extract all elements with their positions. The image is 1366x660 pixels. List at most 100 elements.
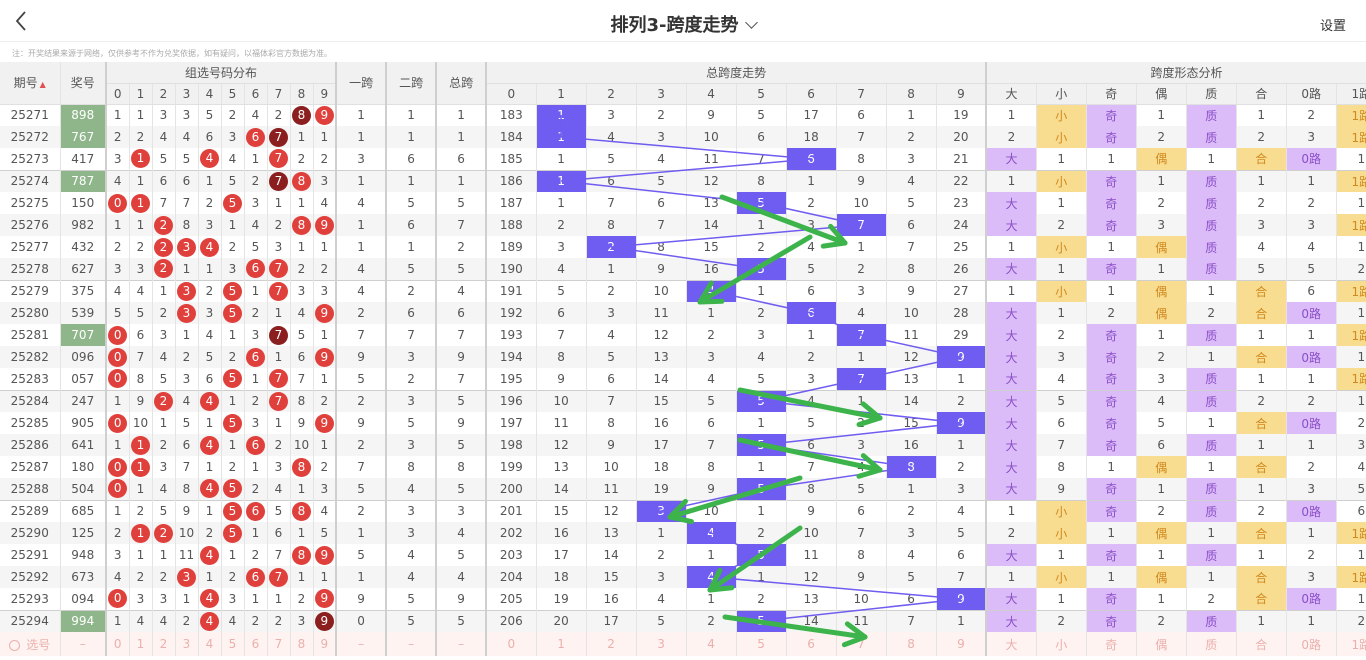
title-dropdown[interactable]: 排列3-跨度走势 [611,15,758,36]
pick-trend-digit[interactable]: 3 [636,632,687,656]
form-cell: 1 [1236,169,1287,192]
pick-label-cell[interactable]: 选号 [0,632,61,656]
pick-form[interactable]: 奇 [1086,632,1137,656]
dist-cell: 1 [129,214,153,236]
span-cell: 7 [436,368,488,390]
pick-trend-digit[interactable]: 6 [786,632,837,656]
table-row[interactable]: 25271 898 1 1 3 3 5 2 4 2 8 9 1 1 1 183 1 3 2 9 5 17 6 1 19 1 小奇 1 质… [0,104,1366,126]
pick-trend-digit[interactable]: 4 [686,632,737,656]
pick-dist-digit[interactable]: 5 [221,632,245,656]
table-row[interactable]: 25293 094 0 3 3 1 4 3 1 1 2 9 9 5 9 205 19 16 4 1 2 13 10 6 9 大 1 奇… [0,588,1366,610]
trend-cell: 20 [936,126,988,148]
span1-cell: 4 [336,192,388,214]
table-row[interactable]: 25275 150 0 1 7 7 2 5 3 1 1 4 4 5 5 187 1 7 6 13 5 2 10 5 23 大 1 奇 2… [0,192,1366,214]
pick-form[interactable]: 质 [1186,632,1237,656]
dist-cell: 3 [244,192,268,214]
table-row[interactable]: 25294 994 1 4 4 2 4 4 2 2 3 9 0 5 5 206 20 17 5 2 5 14 11 7 1 大 2 奇… [0,609,1366,632]
pick-dist-digit[interactable]: 9 [313,632,338,656]
table-row[interactable]: 25286 641 1 1 2 6 4 1 6 2 10 1 2 3 5 198 12 9 17 7 5 6 3 16 1 大 7 奇… [0,434,1366,456]
form-cell: 偶 [1136,148,1187,170]
trend-table-container[interactable]: 期号 ▲ 奖号 组选号码分布 一跨 二跨 总跨 总跨度走势 跨度形态分析 0 1 2 3 4 5 6 7 8 9 0 1… [0,62,1366,660]
table-row[interactable]: 25288 504 0 1 4 8 4 5 2 4 1 3 5 4 5 200 14 11 19 9 5 8 5 1 3 大 9 奇 1… [0,478,1366,500]
span-cell: 1 [436,126,488,148]
table-row[interactable]: 25281 707 0 6 3 1 4 1 3 7 5 1 7 7 7 193 7 4 12 2 3 1 7 11 29 大 2 奇 1… [0,324,1366,346]
dist-cell: 1 [175,324,199,346]
pick-dist-digit[interactable]: 4 [198,632,222,656]
table-row[interactable]: 25280 539 5 5 2 3 3 5 2 1 4 9 2 6 6 192 6 3 11 1 2 6 4 10 28 大 1 2 偶… [0,302,1366,324]
span2-cell: 2 [386,279,438,302]
dist-digit-header: 7 [267,83,291,105]
pick-trend-digit[interactable]: 2 [586,632,637,656]
chevron-down-icon [744,16,758,29]
form-cell: 6 [1336,499,1366,522]
pick-form[interactable]: 偶 [1136,632,1187,656]
pick-dist-digit[interactable]: 8 [290,632,314,656]
dist-cell: 3 [267,236,291,258]
form-cell: 奇 [1086,609,1137,632]
dist-cell: 1 [221,214,245,236]
pick-trend-digit[interactable]: 1 [536,632,587,656]
settings-button[interactable]: 设置 [1319,19,1346,34]
dist-cell: 5 [175,148,199,170]
header-span: 总跨 [436,62,488,105]
table-row[interactable]: 25277 432 2 2 2 3 4 2 5 3 1 1 1 1 2 189 3 2 8 15 2 4 1 7 25 1 小 1 偶质… [0,236,1366,258]
header-issue[interactable]: 期号 ▲ [0,62,61,105]
trend-cell: 5 [536,279,587,302]
trend-cell: 1 [736,279,787,302]
table-row[interactable]: 25290 125 2 1 2 10 2 5 1 6 1 5 1 3 4 202 16 13 1 4 2 10 7 3 5 2 小 1… [0,522,1366,544]
table-row[interactable]: 25273 417 3 1 5 5 4 4 1 7 2 2 3 6 6 185 1 5 4 11 7 6 8 3 21 大 1 1 偶 1… [0,148,1366,170]
table-row[interactable]: 25283 057 0 8 5 3 6 5 1 7 7 1 5 2 7 195 9 6 14 4 5 3 7 13 1 大 4 奇 3 质… [0,368,1366,390]
table-row[interactable]: 25276 982 1 1 2 8 3 1 4 2 8 9 1 6 7 188 2 8 7 14 1 3 7 6 24 大 2 奇 3 质… [0,214,1366,236]
pick-dist-digit[interactable]: 1 [129,632,153,656]
dist-cell: 3 [221,258,245,280]
pick-dist-digit[interactable]: 7 [267,632,291,656]
pick-form[interactable]: 合 [1236,632,1287,656]
pick-trend-digit[interactable]: 9 [936,632,988,656]
circle-icon[interactable] [9,639,21,651]
pick-trend-digit[interactable]: 8 [886,632,937,656]
sort-icon[interactable]: ▲ [39,80,46,90]
form-cell: 4 [1336,456,1366,478]
pick-form[interactable]: 小 [1036,632,1087,656]
pick-trend-digit[interactable]: 5 [736,632,787,656]
pick-form[interactable]: 1路 [1336,632,1366,656]
trend-cell: 1 [736,214,787,236]
dist-cell: 4 [313,499,338,522]
table-row[interactable]: 25292 673 4 2 2 3 1 2 6 7 1 1 1 4 4 204 18 15 3 4 1 12 9 5 7 1 小 1 偶… [0,566,1366,588]
table-row[interactable]: 25282 096 0 7 4 2 5 2 6 1 6 9 9 3 9 194 8 5 13 3 4 2 1 12 9 大 3 奇 2 1… [0,346,1366,368]
span2-cell: 5 [386,412,438,434]
pick-dist-digit[interactable]: 3 [175,632,199,656]
table-row[interactable]: 25287 180 0 1 3 7 1 2 1 3 8 2 7 8 8 199 13 10 18 8 1 7 4 8 2 大 8 1 偶… [0,456,1366,478]
trend-cell: 10 [536,389,587,412]
table-row[interactable]: 25284 247 1 9 2 4 4 1 2 7 8 2 2 3 5 196 10 7 15 5 5 4 1 14 2 大 5 奇 4… [0,389,1366,412]
pick-dist-digit[interactable]: 6 [244,632,268,656]
dist-cell: 1 [129,192,153,214]
dist-cell: 3 [152,104,176,126]
pick-trend-digit[interactable]: 7 [836,632,887,656]
trend-cell: 18 [786,126,837,148]
form-cell: 1路 [1336,169,1366,192]
trend-cell: 201 [486,499,537,522]
trend-cell: 16 [886,434,937,456]
pick-trend-digit[interactable]: 0 [486,632,537,656]
back-chevron-icon[interactable] [10,8,34,34]
table-row[interactable]: 25278 627 3 3 2 1 1 3 6 7 2 2 4 5 5 190 4 1 9 16 5 5 2 8 26 大 1 奇 1 质… [0,258,1366,280]
trend-cell: 14 [536,478,587,500]
table-row[interactable]: 25285 905 0 10 1 5 1 5 3 1 9 9 9 5 9 197 11 8 16 6 1 5 2 15 9 大 6 奇… [0,412,1366,434]
award-cell: 432 [60,236,107,258]
table-row[interactable]: 25289 685 1 2 5 9 1 5 6 5 8 4 2 3 3 201 15 12 3 10 1 9 6 2 4 1 小奇 2… [0,499,1366,522]
table-row[interactable]: 25274 787 4 1 6 6 1 5 2 7 8 3 1 1 1 186 1 6 5 12 8 1 9 4 22 1 小奇 1 质… [0,169,1366,192]
table-row[interactable]: 25272 767 2 2 4 4 6 3 6 7 1 1 1 1 1 184 1 4 3 10 6 18 7 2 20 2 小奇 2… [0,126,1366,148]
pick-dist-digit[interactable]: 0 [106,632,130,656]
issue-cell: 25282 [0,346,61,368]
table-row[interactable]: 25291 948 3 1 1 11 4 1 2 7 8 9 5 4 5 203 17 14 2 1 5 11 8 4 6 大 1 奇… [0,544,1366,566]
pick-dist-digit[interactable]: 2 [152,632,176,656]
trend-cell: 199 [486,456,537,478]
trend-cell: 11 [586,478,637,500]
pick-form[interactable]: 0路 [1286,632,1337,656]
pick-form[interactable]: 大 [986,632,1037,656]
trend-cell: 7 [536,324,587,346]
table-row[interactable]: 25279 375 4 4 1 3 2 5 1 7 3 3 4 2 4 191 5 2 10 4 1 6 3 9 27 1 小 1 偶 1… [0,279,1366,302]
hit-ball: 2 [154,259,173,279]
